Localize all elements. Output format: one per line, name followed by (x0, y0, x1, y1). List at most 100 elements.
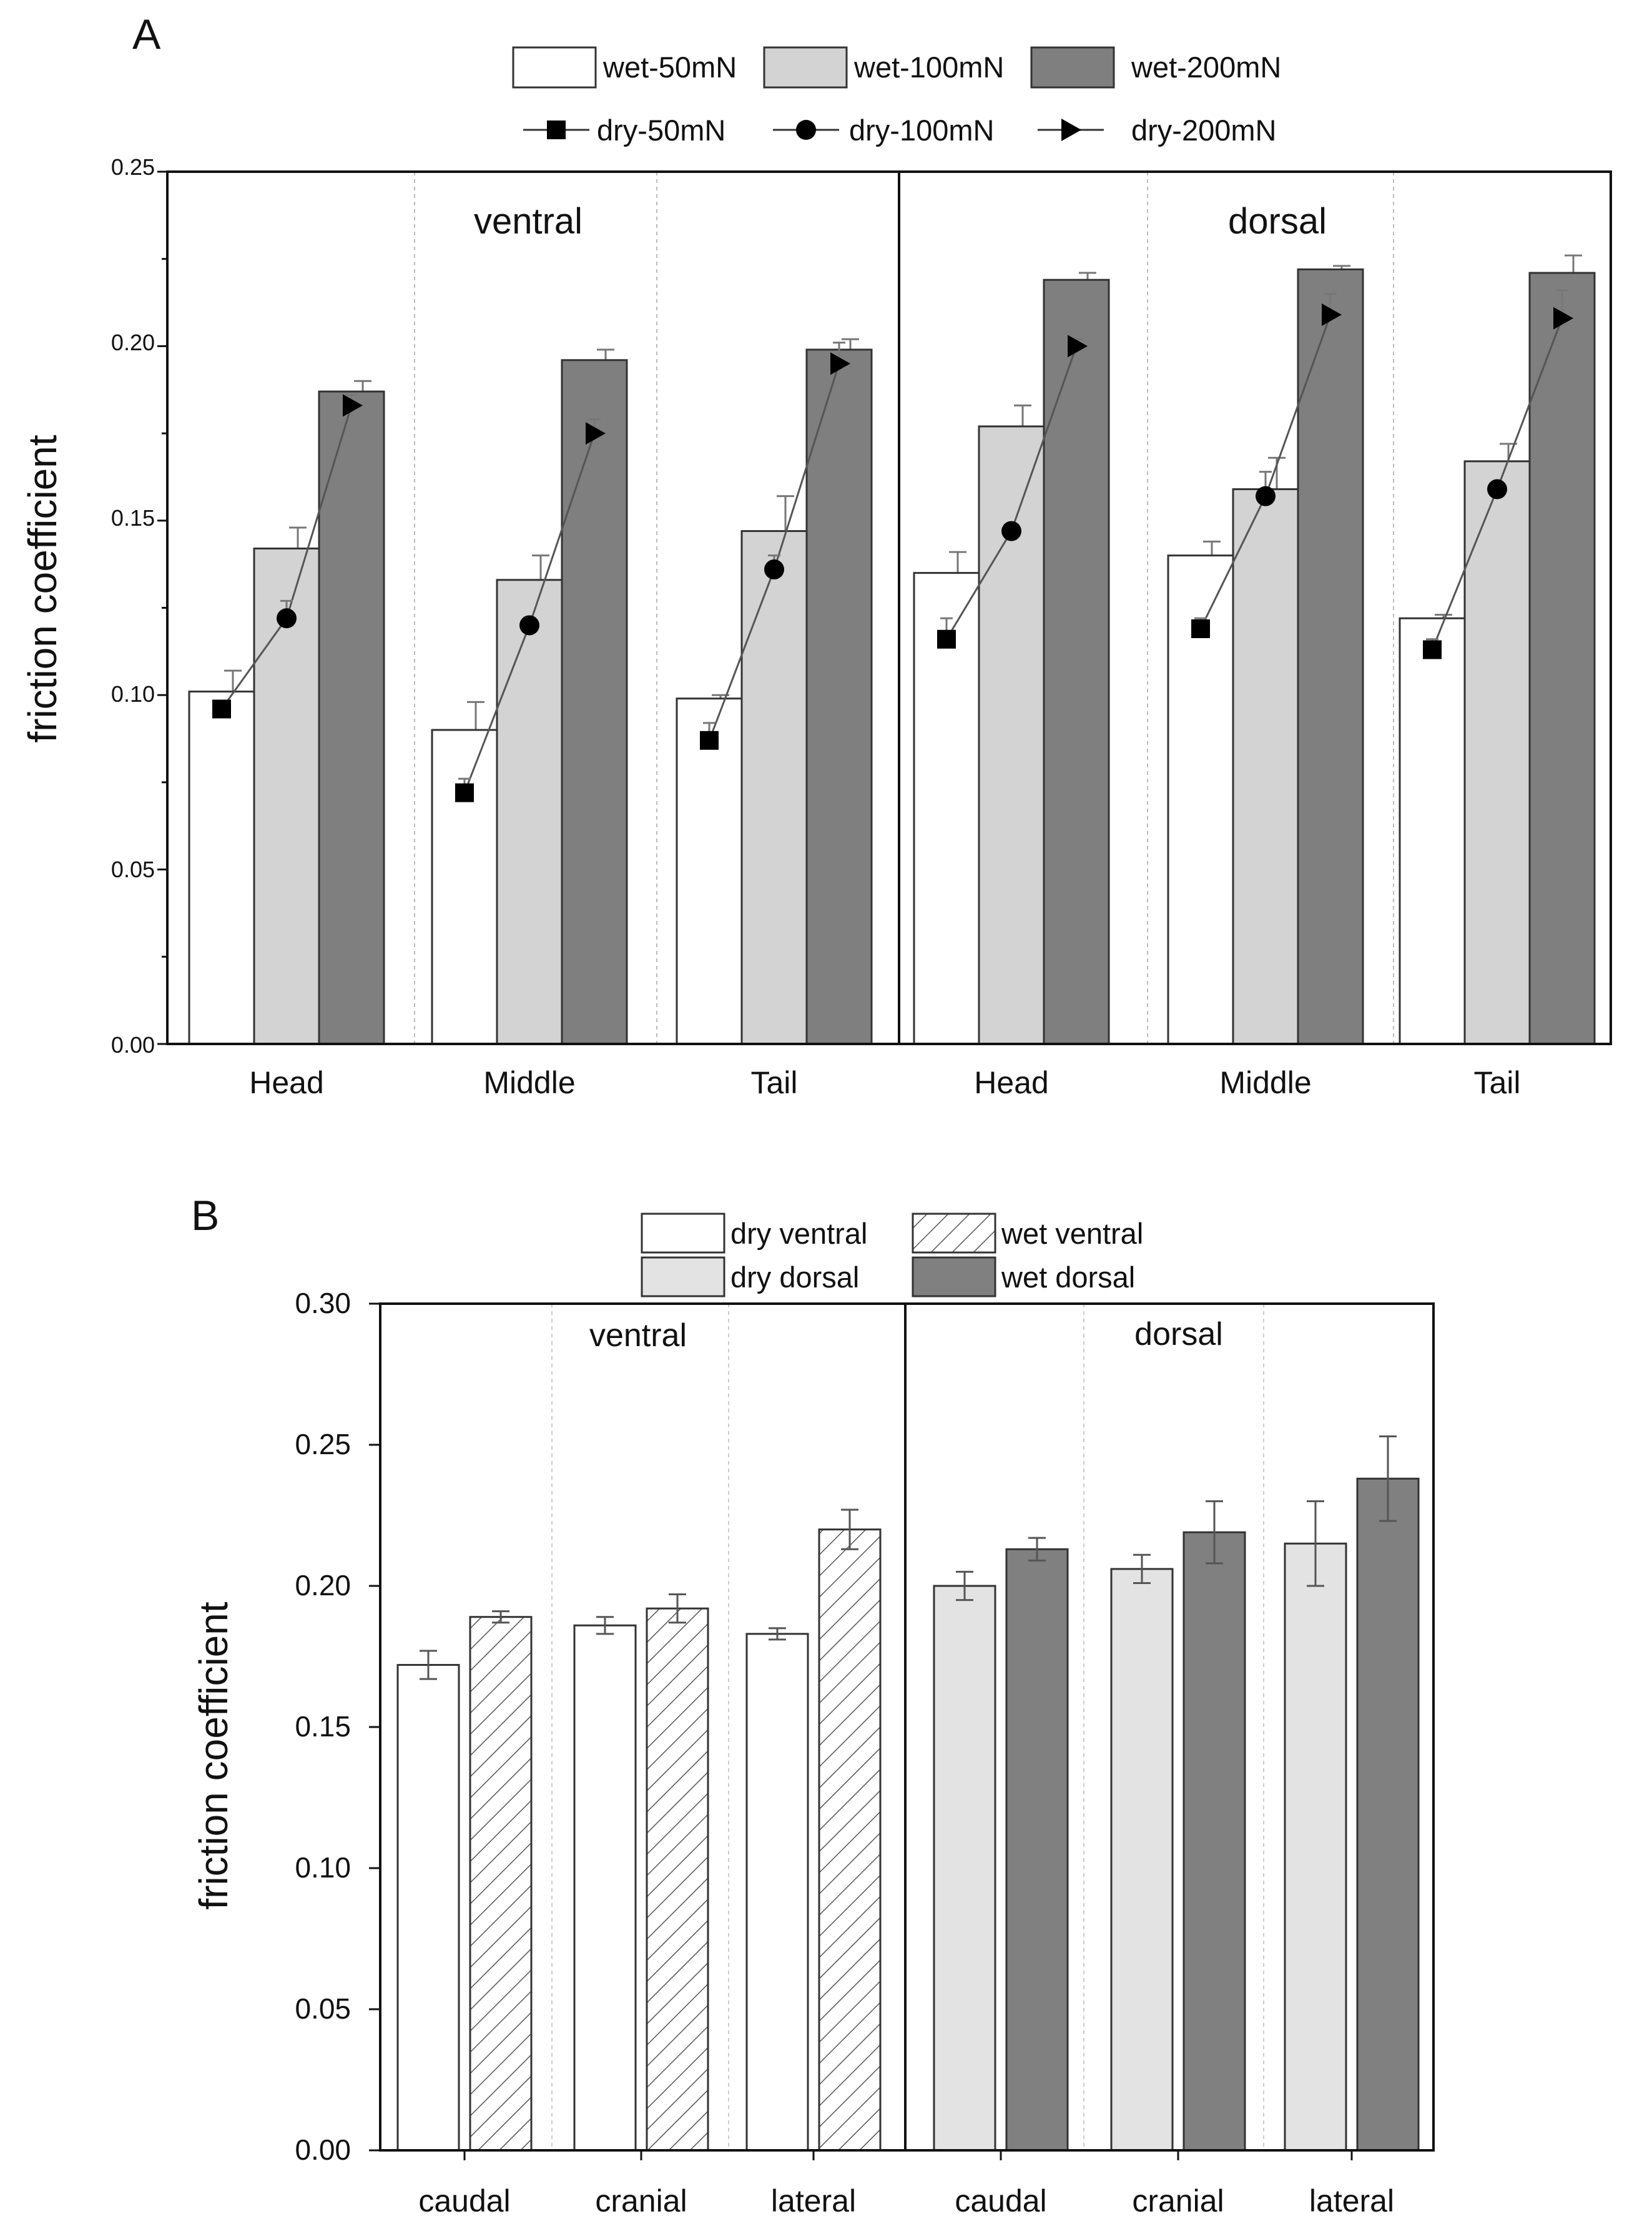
point-a-dry-50mN-5 (1423, 640, 1442, 659)
y-tick-label-a-0: 0.00 (111, 1032, 155, 1058)
group-title-dorsal-a: dorsal (1228, 201, 1327, 242)
y-tick-label-b-2: 0.10 (295, 1851, 351, 1884)
y-tick-label-a-3: 0.15 (111, 505, 155, 531)
point-a-dry-200mN-5 (1553, 307, 1573, 330)
bar-b-dry-4 (1110, 1568, 1174, 2152)
legend-a: wet-50mN wet-100mN wet-200mN dry-50mN dr… (512, 46, 1281, 147)
category-label-b-dorsal-cranial: cranial (1132, 2183, 1224, 2218)
bar-b-wet-2 (818, 1528, 882, 2152)
legend-label-dry-200mn: dry-200mN (1131, 114, 1276, 147)
legend-marker-dry-50mn (547, 121, 566, 139)
legend-label-dry-50mn: dry-50mN (597, 114, 725, 147)
y-tick-label-a-4: 0.20 (111, 330, 155, 355)
bar-b-wet-5 (1356, 1477, 1420, 2152)
panel-letter-a: A (132, 11, 161, 58)
bar-b-dry-2 (745, 1633, 809, 2152)
bar-a-wet-100mN-3 (978, 425, 1045, 1045)
point-a-dry-50mN-1 (455, 783, 474, 802)
category-label-a-dorsal-middle: Middle (1219, 1065, 1311, 1100)
point-a-dry-100mN-3 (1001, 521, 1021, 541)
category-label-a-dorsal-tail: Tail (1473, 1065, 1520, 1100)
category-label-a-ventral-tail: Tail (750, 1065, 797, 1100)
y-axis-title-a: friction coefficient (20, 435, 65, 743)
y-tick-label-b-0: 0.00 (295, 2133, 351, 2166)
point-a-dry-50mN-0 (212, 699, 231, 719)
legend-label-wet-dorsal: wet dorsal (1001, 1261, 1135, 1294)
y-tick-label-a-1: 0.05 (111, 857, 155, 882)
bar-a-wet-100mN-2 (740, 530, 808, 1045)
y-tick-label-b-4: 0.20 (295, 1569, 351, 1602)
bar-a-wet-200mN-4 (1297, 268, 1364, 1045)
category-label-b-ventral-caudal: caudal (418, 2183, 510, 2218)
point-a-dry-200mN-3 (1068, 335, 1088, 358)
legend-label-wet-50mn: wet-50mN (602, 51, 737, 84)
bar-b-dry-5 (1284, 1542, 1347, 2152)
bar-a-wet-50mN-2 (676, 697, 743, 1045)
legend-label-wet-100mn: wet-100mN (853, 51, 1004, 84)
point-a-dry-200mN-2 (830, 352, 850, 375)
bar-a-wet-200mN-3 (1043, 278, 1110, 1045)
legend-swatch-wet-200mn (1030, 46, 1115, 89)
legend-label-wet-200mn: wet-200mN (1131, 51, 1281, 84)
bar-a-wet-200mN-5 (1528, 272, 1596, 1045)
bar-a-wet-100mN-4 (1232, 488, 1299, 1045)
bar-b-wet-1 (646, 1607, 709, 2152)
legend-label-wet-ventral: wet ventral (1001, 1217, 1143, 1250)
point-a-dry-50mN-2 (700, 731, 719, 750)
category-label-a-ventral-middle: Middle (483, 1065, 575, 1100)
y-tick-label-b-1: 0.05 (295, 1992, 351, 2025)
point-a-dry-200mN-4 (1322, 303, 1342, 327)
point-a-dry-100mN-0 (277, 608, 297, 629)
bar-b-dry-3 (933, 1585, 996, 2152)
bar-a-wet-50mN-5 (1399, 617, 1466, 1045)
point-a-dry-100mN-2 (764, 559, 784, 580)
category-label-b-ventral-cranial: cranial (595, 2183, 687, 2218)
group-title-ventral-a: ventral (474, 201, 583, 242)
bar-a-wet-50mN-0 (188, 691, 255, 1045)
legend-marker-dry-200mn (1061, 119, 1081, 141)
category-label-a-ventral-head: Head (249, 1065, 324, 1100)
y-tick-label-b-6: 0.30 (295, 1287, 351, 1319)
panel-b: B dry ventral wet ventral dry dorsal wet… (191, 1192, 1435, 2218)
legend-swatch-wet-dorsal (912, 1256, 996, 1297)
bar-a-wet-50mN-1 (431, 729, 498, 1045)
plot-area-a (157, 170, 1612, 1045)
legend-swatch-wet-100mn (763, 46, 848, 89)
bar-a-wet-200mN-1 (561, 359, 628, 1045)
point-a-dry-50mN-4 (1191, 619, 1210, 639)
point-a-dry-200mN-1 (586, 422, 606, 445)
panel-a: A wet-50mN wet-100mN wet-200mN dry-50mN … (20, 11, 1612, 1100)
point-a-dry-100mN-4 (1256, 486, 1276, 506)
category-label-b-ventral-lateral: lateral (771, 2183, 856, 2218)
bar-a-wet-100mN-5 (1463, 460, 1531, 1045)
bar-a-wet-200mN-2 (805, 348, 873, 1045)
y-tick-label-a-5: 0.25 (111, 154, 155, 180)
legend-marker-dry-100mn (796, 120, 816, 140)
bar-a-wet-100mN-1 (496, 579, 563, 1045)
bar-b-dry-1 (573, 1624, 637, 2152)
group-title-dorsal-b: dorsal (1134, 1316, 1223, 1352)
bar-a-wet-50mN-3 (913, 572, 980, 1045)
bar-b-wet-4 (1182, 1531, 1246, 2152)
legend-swatch-wet-50mn (512, 46, 597, 89)
legend-swatch-dry-dorsal (641, 1256, 725, 1297)
point-a-dry-100mN-1 (519, 615, 539, 636)
y-tick-label-b-3: 0.15 (295, 1710, 351, 1743)
group-title-ventral-b: ventral (589, 1317, 687, 1354)
category-label-b-dorsal-caudal: caudal (955, 2183, 1046, 2218)
y-tick-label-a-2: 0.10 (111, 681, 155, 707)
legend-swatch-wet-ventral (912, 1213, 996, 1254)
legend-label-dry-100mn: dry-100mN (849, 114, 994, 147)
point-a-dry-50mN-3 (937, 629, 956, 649)
category-label-a-dorsal-head: Head (974, 1065, 1049, 1100)
y-tick-label-b-5: 0.25 (295, 1428, 351, 1460)
bar-b-dry-0 (396, 1664, 460, 2152)
panel-letter-b: B (191, 1192, 219, 1239)
legend-label-dry-dorsal: dry dorsal (730, 1261, 859, 1294)
legend-label-dry-ventral: dry ventral (730, 1217, 867, 1250)
plot-area-b (369, 1302, 1435, 2160)
bar-b-wet-0 (469, 1616, 533, 2152)
point-a-dry-200mN-0 (343, 394, 363, 417)
bar-a-wet-100mN-0 (253, 548, 320, 1045)
